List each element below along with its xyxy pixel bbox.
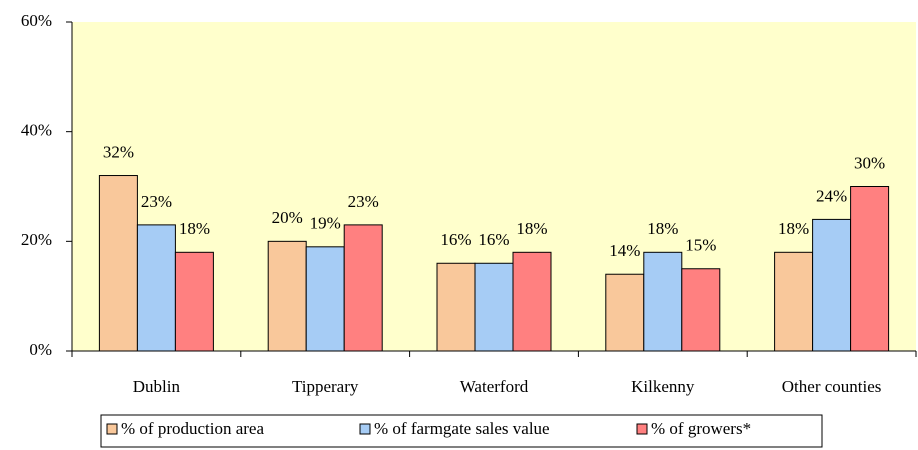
y-tick-label: 0% [29,340,52,359]
data-label: 15% [685,236,716,255]
legend-swatch [106,423,118,435]
y-tick-label: 20% [21,230,52,249]
data-label: 18% [778,219,809,238]
bar [681,268,721,352]
bar [267,240,307,352]
data-label: 16% [440,230,471,249]
bar [812,218,852,352]
data-label: 14% [609,241,640,260]
data-label: 16% [478,230,509,249]
bar [512,251,552,352]
data-label: 23% [141,192,172,211]
data-label: 18% [647,219,678,238]
bar [774,251,814,352]
y-tick-label: 40% [21,121,52,140]
data-label: 20% [272,208,303,227]
x-tick-label: Kilkenny [631,377,695,396]
x-tick-label: Other counties [782,377,882,396]
bar [436,262,476,352]
bar [643,251,683,352]
legend-label: % of farmgate sales value [374,419,550,438]
x-tick-label: Waterford [460,377,529,396]
bar [850,186,890,352]
y-tick-label: 60% [21,11,52,30]
data-label: 24% [816,186,847,205]
bar [305,246,345,352]
bar [343,224,383,352]
x-tick-label: Tipperary [292,377,359,396]
legend [100,414,823,448]
legend-swatch [636,423,648,435]
data-label: 32% [103,142,134,161]
data-label: 18% [516,219,547,238]
legend-swatch [359,423,371,435]
x-tick-label: Dublin [133,377,181,396]
data-label: 18% [179,219,210,238]
legend-label: % of production area [121,419,264,438]
bar [136,224,176,352]
bar [474,262,514,352]
bar [98,175,138,352]
bar [605,273,645,352]
bar [174,251,214,352]
data-label: 19% [310,214,341,233]
legend-label: % of growers* [651,419,751,438]
data-label: 30% [854,153,885,172]
data-label: 23% [348,192,379,211]
